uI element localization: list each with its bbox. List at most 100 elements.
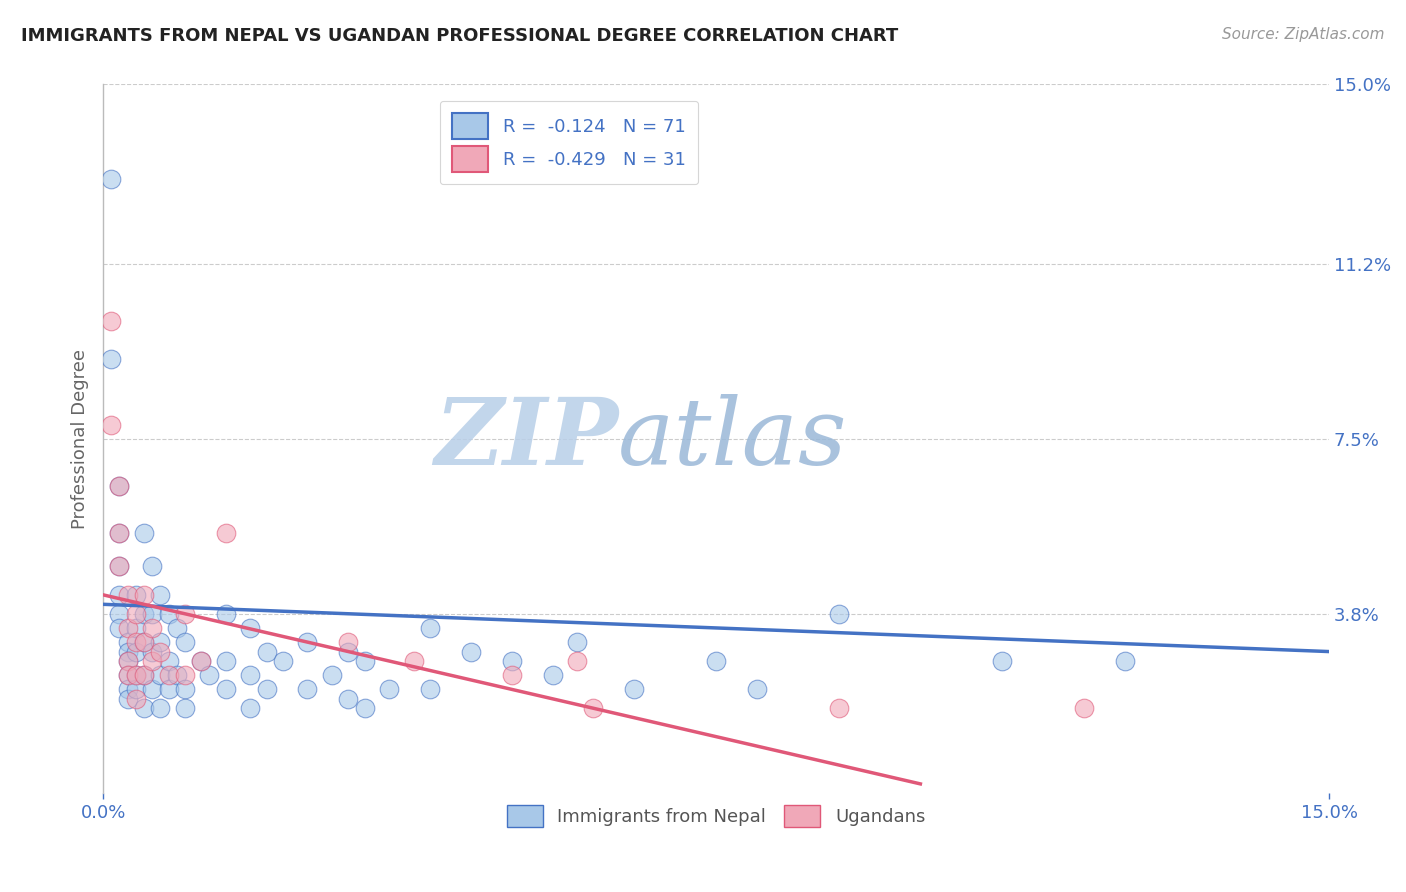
Point bbox=[297, 682, 319, 697]
Point bbox=[149, 668, 172, 682]
Point bbox=[239, 668, 262, 682]
Point bbox=[215, 682, 238, 697]
Point bbox=[173, 701, 195, 715]
Point bbox=[108, 559, 131, 574]
Point bbox=[132, 668, 155, 682]
Point bbox=[132, 635, 155, 649]
Point bbox=[141, 559, 163, 574]
Point bbox=[141, 682, 163, 697]
Point bbox=[991, 654, 1014, 668]
Point bbox=[117, 621, 139, 635]
Point bbox=[239, 701, 262, 715]
Point bbox=[297, 635, 319, 649]
Point bbox=[125, 682, 148, 697]
Point bbox=[565, 635, 588, 649]
Point bbox=[117, 635, 139, 649]
Point bbox=[108, 588, 131, 602]
Point bbox=[117, 668, 139, 682]
Y-axis label: Professional Degree: Professional Degree bbox=[72, 349, 89, 529]
Point bbox=[125, 588, 148, 602]
Point bbox=[173, 635, 195, 649]
Point bbox=[256, 644, 278, 658]
Point bbox=[353, 654, 375, 668]
Point bbox=[271, 654, 294, 668]
Point bbox=[149, 588, 172, 602]
Point bbox=[353, 701, 375, 715]
Point bbox=[173, 607, 195, 621]
Point bbox=[125, 644, 148, 658]
Point bbox=[402, 654, 425, 668]
Point bbox=[166, 621, 188, 635]
Point bbox=[704, 654, 727, 668]
Point bbox=[215, 654, 238, 668]
Point bbox=[215, 607, 238, 621]
Point bbox=[117, 668, 139, 682]
Point bbox=[132, 668, 155, 682]
Point bbox=[149, 635, 172, 649]
Point bbox=[501, 654, 523, 668]
Point bbox=[108, 621, 131, 635]
Point bbox=[541, 668, 564, 682]
Point bbox=[198, 668, 221, 682]
Text: atlas: atlas bbox=[619, 394, 848, 483]
Text: IMMIGRANTS FROM NEPAL VS UGANDAN PROFESSIONAL DEGREE CORRELATION CHART: IMMIGRANTS FROM NEPAL VS UGANDAN PROFESS… bbox=[21, 27, 898, 45]
Point bbox=[141, 621, 163, 635]
Point bbox=[132, 607, 155, 621]
Legend: Immigrants from Nepal, Ugandans: Immigrants from Nepal, Ugandans bbox=[499, 797, 932, 834]
Point bbox=[117, 691, 139, 706]
Point bbox=[125, 691, 148, 706]
Point bbox=[827, 607, 849, 621]
Point bbox=[149, 644, 172, 658]
Point bbox=[125, 621, 148, 635]
Point bbox=[108, 607, 131, 621]
Point bbox=[100, 351, 122, 366]
Point bbox=[117, 588, 139, 602]
Point bbox=[337, 635, 360, 649]
Point bbox=[166, 668, 188, 682]
Point bbox=[157, 607, 180, 621]
Point bbox=[239, 621, 262, 635]
Point bbox=[1114, 654, 1136, 668]
Point bbox=[256, 682, 278, 697]
Point bbox=[565, 654, 588, 668]
Point bbox=[141, 607, 163, 621]
Point bbox=[108, 526, 131, 541]
Point bbox=[623, 682, 645, 697]
Point bbox=[1073, 701, 1095, 715]
Point bbox=[117, 654, 139, 668]
Point bbox=[215, 526, 238, 541]
Point bbox=[190, 654, 212, 668]
Point bbox=[108, 526, 131, 541]
Point bbox=[337, 644, 360, 658]
Point bbox=[419, 682, 441, 697]
Point bbox=[108, 479, 131, 493]
Point bbox=[157, 668, 180, 682]
Point bbox=[745, 682, 768, 697]
Point bbox=[125, 668, 148, 682]
Point bbox=[460, 644, 482, 658]
Point bbox=[173, 682, 195, 697]
Point bbox=[117, 654, 139, 668]
Point bbox=[582, 701, 605, 715]
Point bbox=[132, 635, 155, 649]
Point bbox=[173, 668, 195, 682]
Point bbox=[125, 635, 148, 649]
Point bbox=[141, 654, 163, 668]
Text: Source: ZipAtlas.com: Source: ZipAtlas.com bbox=[1222, 27, 1385, 42]
Point bbox=[190, 654, 212, 668]
Point bbox=[419, 621, 441, 635]
Point bbox=[100, 314, 122, 328]
Point bbox=[827, 701, 849, 715]
Point bbox=[117, 644, 139, 658]
Point bbox=[132, 588, 155, 602]
Point bbox=[157, 654, 180, 668]
Point bbox=[157, 682, 180, 697]
Point bbox=[100, 172, 122, 186]
Point bbox=[501, 668, 523, 682]
Point bbox=[108, 559, 131, 574]
Point bbox=[149, 701, 172, 715]
Point bbox=[337, 691, 360, 706]
Point bbox=[125, 668, 148, 682]
Point bbox=[117, 682, 139, 697]
Point bbox=[321, 668, 343, 682]
